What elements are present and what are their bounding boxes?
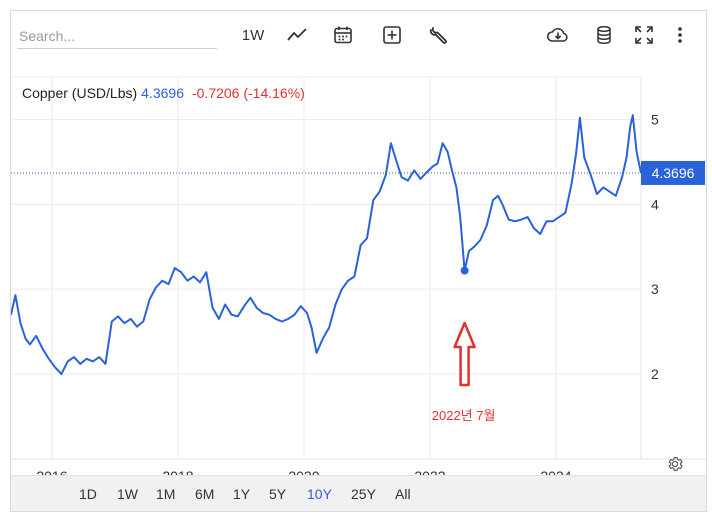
last-price-label: 4.3696: [652, 165, 695, 181]
x-tick-label: 2020: [288, 468, 319, 475]
range-1y[interactable]: 1Y: [233, 486, 251, 502]
add-compare-icon[interactable]: [380, 22, 404, 48]
x-tick-label: 2022: [414, 468, 445, 475]
y-tick-label: 5: [651, 111, 659, 127]
search-input[interactable]: [17, 23, 217, 49]
annotation-arrow: [453, 321, 476, 387]
range-all[interactable]: All: [395, 486, 411, 502]
calendar-icon[interactable]: [331, 22, 355, 48]
range-5y[interactable]: 5Y: [269, 486, 287, 502]
toolbar: 1W: [11, 11, 706, 57]
range-1d[interactable]: 1D: [79, 486, 97, 502]
interval-button[interactable]: 1W: [241, 26, 265, 44]
range-selector: 1D 1W 1M 6M 1Y 5Y 10Y 25Y All: [11, 475, 706, 511]
y-tick-label: 2: [651, 366, 659, 382]
highlight-point[interactable]: [460, 266, 469, 275]
last-price-badge: [641, 160, 705, 185]
annotation-label: 2022년 7월: [432, 408, 496, 423]
chart-legend: Copper (USD/Lbs) 4.3696 -0.7206 (-14.16%): [22, 85, 305, 101]
x-tick-label: 2018: [162, 468, 193, 475]
fullscreen-icon[interactable]: [633, 22, 655, 48]
range-6m[interactable]: 6M: [195, 486, 215, 502]
y-tick-label: 4: [651, 196, 659, 212]
range-1w[interactable]: 1W: [117, 486, 138, 502]
wrench-icon[interactable]: [427, 22, 451, 48]
price-chart-plot[interactable]: 2 3 4 5 2016 2018 2020 2022 2024 4.3696 2022년 7월: [10, 57, 706, 484]
chart-widget: 1W Copper (USD/Lbs)4.3696-0.7206 (-14.16…: [10, 10, 707, 512]
x-tick-label: 2016: [36, 468, 67, 475]
range-1m[interactable]: 1M: [156, 486, 176, 502]
x-tick-label: 2024: [540, 468, 571, 475]
cloud-download-icon[interactable]: [545, 22, 571, 48]
more-vertical-icon[interactable]: [671, 22, 689, 48]
range-25y[interactable]: 25Y: [351, 486, 376, 502]
y-tick-label: 3: [651, 281, 659, 297]
legend-price: 4.3696: [141, 85, 184, 101]
chart-settings-icon[interactable]: [666, 455, 684, 473]
chart-area: Copper (USD/Lbs) 4.3696 -0.7206 (-14.16%) …: [10, 57, 706, 484]
legend-change: -0.7206 (-14.16%): [191, 85, 305, 101]
range-10y[interactable]: 10Y: [307, 486, 332, 502]
line-chart-icon[interactable]: [283, 22, 311, 48]
legend-symbol-name: Copper (USD/Lbs): [22, 85, 138, 101]
database-icon[interactable]: [593, 22, 615, 48]
price-line[interactable]: [10, 114, 642, 376]
